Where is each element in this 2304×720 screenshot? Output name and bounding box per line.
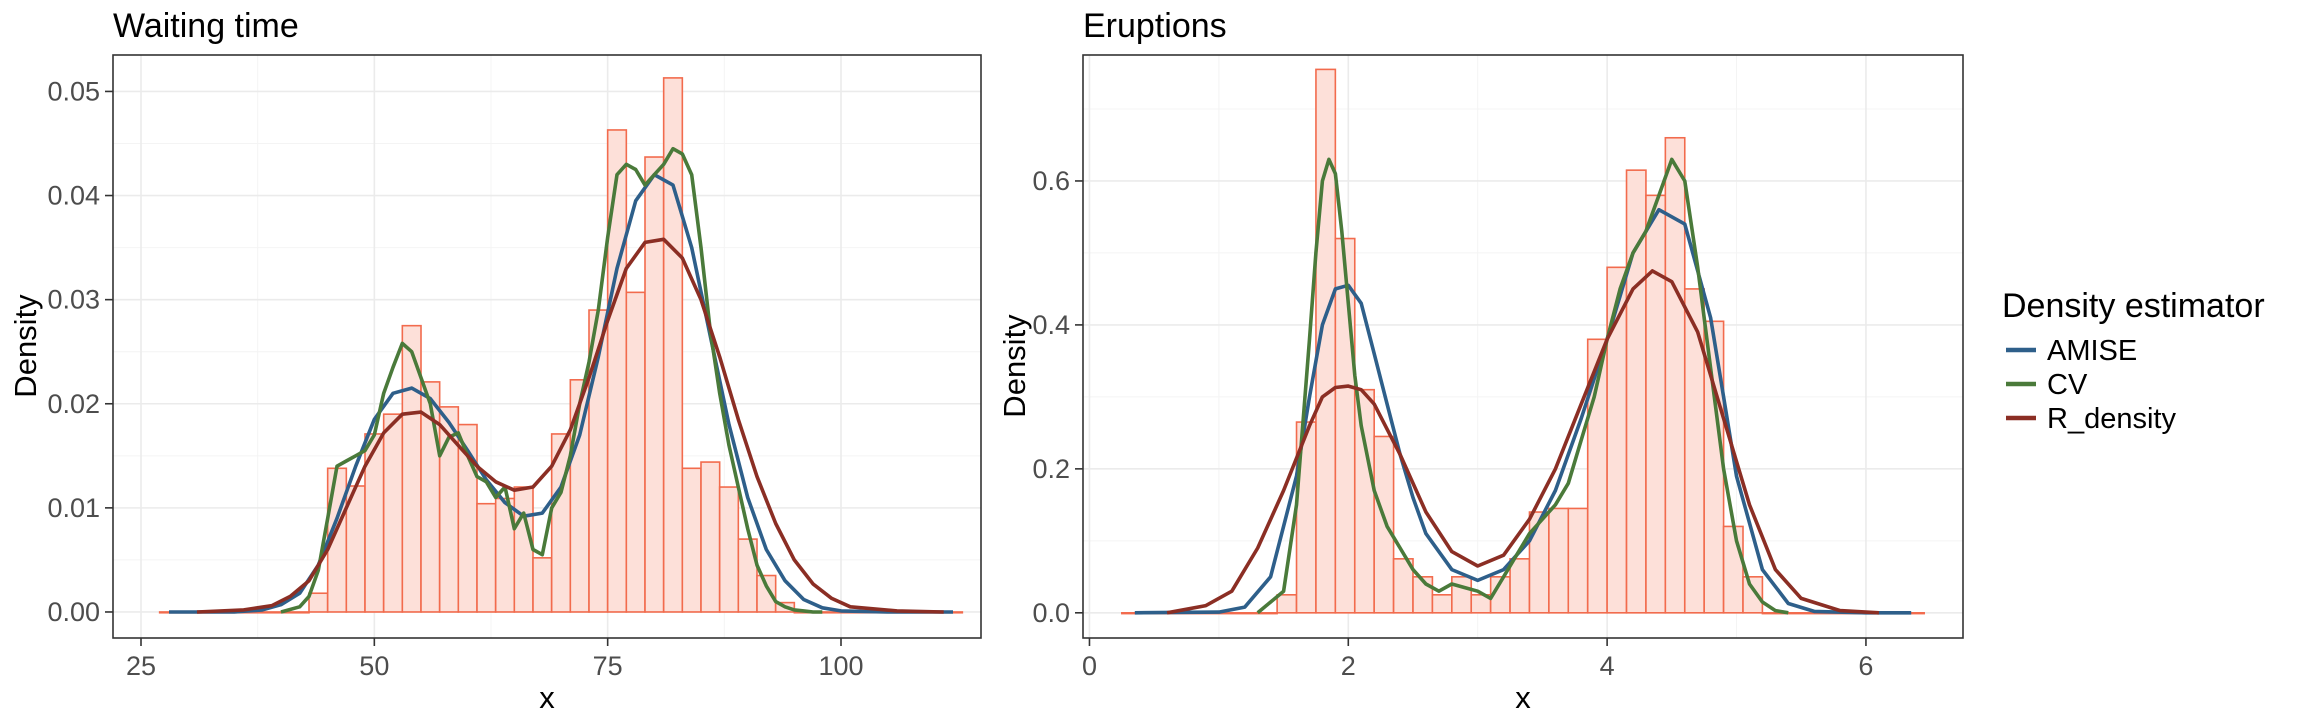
x-tick-label: 4 (1600, 651, 1615, 681)
x-tick-label: 50 (359, 651, 389, 681)
histogram-bar (1353, 388, 1375, 614)
panel-border (112, 54, 982, 639)
y-tick-label: 0.04 (47, 181, 100, 211)
histogram-bar (1722, 525, 1744, 614)
legend-label: CV (2047, 369, 2088, 401)
series-line-amise (1134, 207, 1912, 615)
histogram-bar (1742, 576, 1764, 614)
x-tick-label: 6 (1858, 651, 1873, 681)
histogram-bar (1509, 558, 1531, 614)
histogram-bar (718, 486, 740, 613)
histogram-bar (513, 486, 534, 613)
y-tick-label: 0.2 (1032, 454, 1070, 484)
x-tick-label: 75 (593, 651, 623, 681)
histogram-bar (700, 461, 721, 613)
y-tick-label: 0.02 (47, 389, 100, 419)
grid (113, 55, 981, 638)
x-tick-label: 0 (1082, 651, 1097, 681)
y-tick-label: 0.03 (47, 285, 100, 315)
y-axis-title: Density (8, 294, 43, 398)
histogram-bar (382, 413, 404, 613)
histogram-bar (308, 592, 329, 613)
histogram-bar (1334, 237, 1356, 614)
histogram-bar (1567, 507, 1589, 614)
y-tick-label: 0.6 (1032, 166, 1070, 196)
series-line-cv (280, 146, 823, 614)
histogram (1121, 68, 1925, 615)
series-line-cv (1256, 157, 1789, 615)
histogram-bar (532, 557, 553, 613)
axes: 0 2 4 6 0.0 0.2 0.4 0.6 (1032, 166, 1873, 681)
histogram-bar (1683, 288, 1705, 614)
series-line-r-density (1166, 269, 1880, 615)
panel-title: Waiting time (113, 7, 299, 45)
y-tick-label: 0.00 (47, 597, 100, 627)
histogram-bar (1645, 194, 1667, 614)
histogram-bar (476, 502, 497, 613)
legend-label: AMISE (2047, 335, 2137, 367)
histogram-bar (1664, 136, 1686, 614)
histogram-bar (606, 129, 628, 613)
x-axis-title: x (539, 680, 555, 715)
histogram-bar (1451, 576, 1473, 614)
panel-border (1082, 54, 1964, 639)
density-lines (169, 146, 953, 614)
y-tick-label: 0.01 (47, 493, 100, 523)
axes: 25 50 75 100 0.00 0.01 0.02 0.03 0.04 0.05 (47, 76, 863, 681)
histogram-bar (756, 574, 777, 613)
legend-label: R_density (2047, 403, 2176, 435)
y-tick-label: 0.0 (1032, 598, 1070, 628)
histogram (158, 77, 964, 614)
histogram-bar (662, 77, 684, 613)
x-tick-label: 2 (1341, 651, 1356, 681)
series-line-r-density (196, 237, 944, 614)
histogram-bar (1528, 511, 1550, 614)
x-tick-label: 100 (818, 651, 863, 681)
y-tick-label: 0.05 (47, 76, 100, 106)
histogram-bar (625, 291, 646, 613)
panel-waiting-time: Waiting time 25 50 75 100 0.00 0.01 0.02 0.03 0.… (8, 7, 982, 715)
histogram-bar (681, 467, 702, 613)
density-lines (1134, 157, 1912, 615)
legend-title: Density estimator (2002, 287, 2265, 325)
histogram-bar (644, 156, 665, 613)
series-line-amise (169, 172, 953, 614)
panel-eruptions: Eruptions 0 2 4 6 0.0 0.2 0.4 0.6 x Density (997, 7, 1964, 715)
y-axis-title: Density (997, 314, 1032, 418)
histogram-bar (1548, 507, 1570, 614)
panel-title: Eruptions (1083, 7, 1227, 45)
x-tick-label: 25 (126, 651, 156, 681)
histogram-bar (1276, 594, 1298, 614)
histogram-bar (1431, 594, 1453, 614)
x-axis-title: x (1515, 680, 1531, 715)
y-tick-label: 0.4 (1032, 310, 1070, 340)
histogram-bar (1373, 435, 1395, 614)
